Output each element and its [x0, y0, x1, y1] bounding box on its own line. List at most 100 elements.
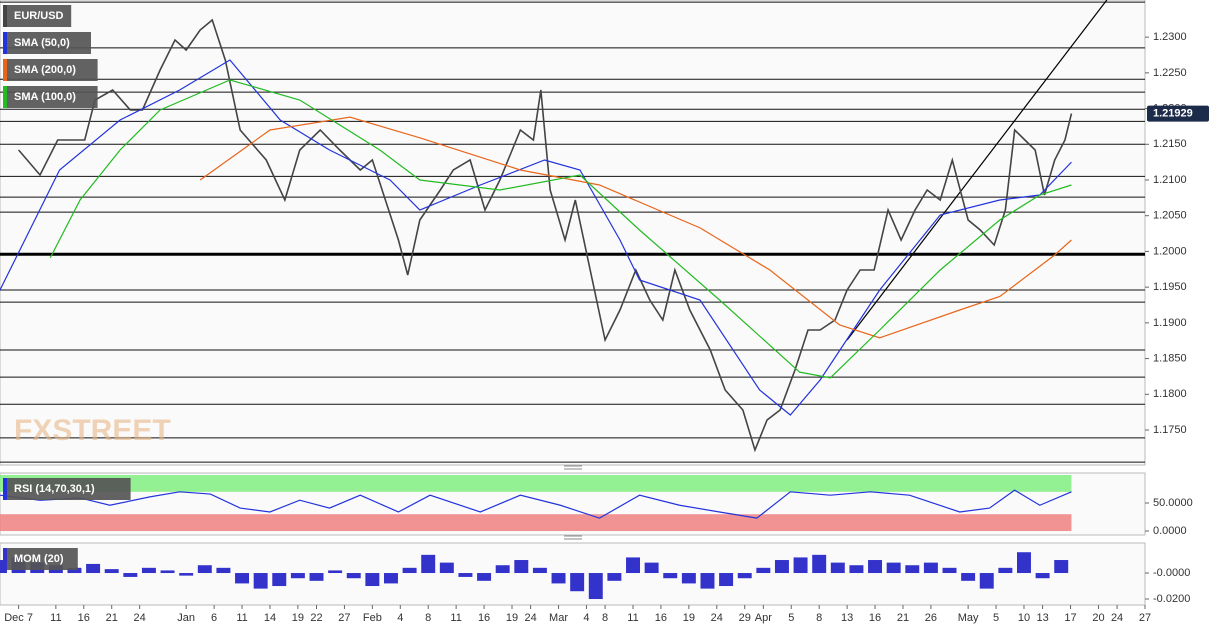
x-tick-label: 20	[1092, 612, 1104, 624]
momentum-bar	[346, 573, 361, 579]
x-tick-label: 29	[739, 612, 751, 624]
x-tick-label: 19	[292, 612, 304, 624]
legend-box	[3, 59, 98, 81]
momentum-bar	[1035, 573, 1050, 579]
momentum-bar	[328, 570, 343, 574]
legend-label: MOM (20)	[14, 553, 64, 565]
series-line	[199, 116, 1072, 339]
momentum-bar	[849, 565, 864, 574]
momentum-bar	[644, 562, 659, 574]
x-tick-label: 24	[711, 612, 723, 624]
momentum-bar	[272, 573, 287, 587]
x-tick-label: 22	[310, 612, 322, 624]
y-tick-label: 1.1850	[1153, 352, 1187, 364]
y-tick-label: 1.2000	[1153, 245, 1187, 257]
x-tick-label: 13	[841, 612, 853, 624]
momentum-bar	[756, 567, 771, 574]
legend-label: EUR/USD	[14, 10, 64, 22]
momentum-bar	[160, 570, 175, 574]
momentum-bar	[626, 557, 640, 574]
series-line	[18, 18, 1073, 453]
x-tick-label: 16	[78, 612, 90, 624]
momentum-bar	[458, 573, 473, 577]
plot-area	[0, 0, 1145, 463]
y-tick-label: 1.1900	[1153, 317, 1187, 329]
momentum-bar	[719, 573, 734, 587]
x-tick-label: 16	[655, 612, 667, 624]
y-tick-label: 0.0000	[1153, 525, 1187, 537]
x-tick-label: 24	[134, 612, 146, 624]
legend-box	[3, 548, 78, 570]
momentum-bar	[532, 567, 547, 574]
legend-swatch	[3, 86, 7, 108]
momentum-bar	[253, 573, 268, 589]
x-tick-label: 11	[236, 612, 247, 624]
x-tick-label: 14	[264, 612, 276, 624]
legend-label: RSI (14,70,30,1)	[14, 483, 95, 495]
x-tick-label: 4	[583, 612, 589, 624]
momentum-bar	[179, 573, 194, 576]
plot-area	[0, 475, 1072, 532]
series-line	[0, 489, 1072, 519]
momentum-bar	[961, 573, 976, 581]
momentum-bar	[383, 573, 398, 584]
x-tick-label: Jan	[177, 612, 195, 624]
y-tick-label: 1.2250	[1153, 67, 1187, 79]
momentum-bar	[886, 562, 901, 574]
x-tick-label: 5	[993, 612, 999, 624]
momentum-bar	[365, 573, 380, 587]
momentum-bar	[588, 573, 603, 600]
momentum-bar	[1054, 560, 1069, 574]
y-tick-label: 1.1950	[1153, 281, 1187, 293]
momentum-bar	[737, 573, 752, 579]
x-tick-label: 21	[106, 612, 118, 624]
momentum-bar	[421, 554, 436, 574]
x-tick-label: 19	[683, 612, 695, 624]
x-tick-label: 24	[524, 612, 536, 624]
x-tick-label: 21	[897, 612, 909, 624]
separator-handle	[564, 465, 582, 540]
momentum-bar	[123, 573, 138, 577]
x-tick-label: 26	[925, 612, 937, 624]
momentum-bar	[216, 567, 231, 574]
watermark: FXSTREET	[14, 414, 171, 447]
x-tick-label: 6	[211, 612, 217, 624]
trendline	[846, 0, 1108, 341]
legend-swatch	[3, 59, 7, 81]
x-tick-label: 11	[627, 612, 638, 624]
last-price-box	[1147, 105, 1209, 122]
x-tick-label: 4	[397, 612, 403, 624]
y-tick-label: 1.2150	[1153, 138, 1187, 150]
y-tick-label: 1.1750	[1153, 424, 1187, 436]
x-tick-label: 27	[1139, 612, 1151, 624]
momentum-bar	[812, 554, 827, 574]
momentum-bar	[905, 565, 920, 574]
y-tick-label: -0.0200	[1153, 593, 1190, 605]
x-tick-label: 16	[869, 612, 881, 624]
momentum-bar	[402, 567, 417, 574]
y-tick-label: 1.2100	[1153, 174, 1187, 186]
series-line	[0, 59, 1072, 416]
legend-swatch	[3, 32, 7, 54]
legend-label: SMA (100,0)	[14, 91, 76, 103]
momentum-bar	[290, 573, 305, 579]
legend-box	[3, 32, 91, 54]
x-tick-label: 13	[1036, 612, 1048, 624]
momentum-bar	[1017, 552, 1031, 574]
momentum-bar	[477, 573, 492, 581]
x-tick-label: Apr	[755, 612, 772, 624]
x-tick-label: 19	[506, 612, 518, 624]
momentum-bar	[439, 562, 454, 574]
legend-label: SMA (50,0)	[14, 37, 70, 49]
legend-box	[3, 5, 72, 27]
x-tick-label: 8	[816, 612, 822, 624]
band	[0, 475, 1072, 492]
momentum-bar	[998, 567, 1013, 574]
x-tick-label: 8	[602, 612, 608, 624]
x-tick-label: 16	[478, 612, 490, 624]
momentum-bar	[551, 573, 566, 584]
x-tick-label: Feb	[363, 612, 382, 624]
momentum-bar	[793, 557, 808, 574]
